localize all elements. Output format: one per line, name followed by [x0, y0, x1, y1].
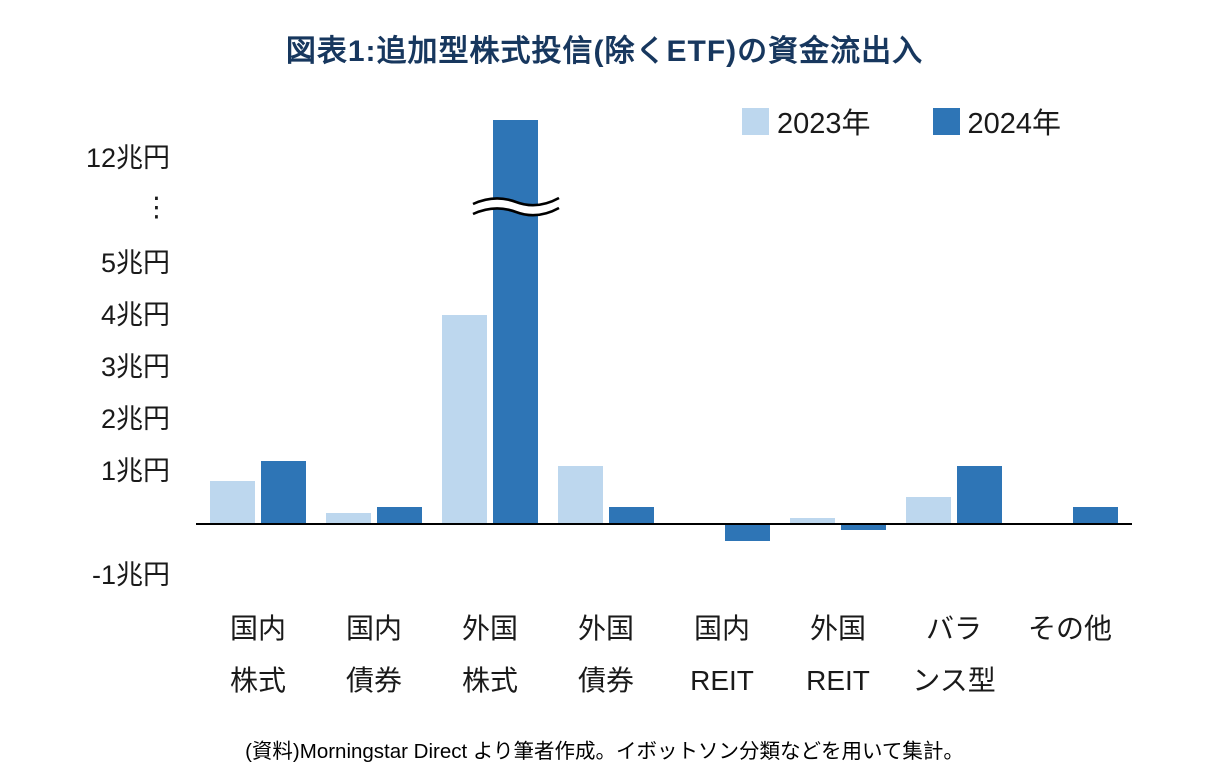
category-label-line2: ンス型 — [912, 665, 996, 696]
category-label-line1: バラ — [925, 613, 982, 644]
category-label-line2: 債券 — [345, 665, 402, 696]
y-tick-label: -1兆円 — [91, 560, 170, 590]
category-label-国内株式: 国内 株式 — [183, 603, 333, 707]
category-label-line1: 外国 — [809, 613, 866, 644]
axis-break-mark — [470, 194, 562, 225]
category-label-line1: 国内 — [345, 613, 402, 644]
bar-2023年-国内債券 — [326, 512, 371, 523]
y-tick-label: 3兆円 — [100, 352, 170, 382]
bar-2023年-外国REIT — [790, 517, 835, 523]
bar-2024年-外国REIT — [841, 525, 886, 531]
category-label-line2: 株式 — [229, 665, 286, 696]
category-label-外国株式: 外国 株式 — [415, 603, 565, 707]
y-tick-label: ⋮ — [143, 192, 170, 222]
bar-2024年-外国株式 — [493, 120, 538, 523]
category-label-line2: REIT — [690, 665, 754, 696]
y-tick-label: 2兆円 — [100, 404, 170, 434]
y-tick-label: 4兆円 — [100, 300, 170, 330]
legend-swatch-2024 — [932, 107, 960, 135]
legend: 2023年 2024年 — [742, 100, 1061, 142]
chart-title: 図表1:追加型株式投信(除くETF)の資金流出入 — [285, 35, 924, 68]
bar-2023年-国内株式 — [210, 481, 255, 523]
bar-2023年-バランス型 — [906, 497, 951, 523]
source-note: (資料)Morningstar Direct より筆者作成。イボットソン分類など… — [245, 740, 964, 763]
category-label-国内REIT: 国内 REIT — [647, 603, 797, 707]
bar-2024年-国内債券 — [377, 507, 422, 523]
category-label-line2: 株式 — [461, 665, 518, 696]
bar-2024年-その他 — [1073, 507, 1118, 523]
bar-2024年-国内株式 — [261, 460, 306, 523]
axis-break-icon — [470, 196, 562, 217]
category-label-line1: 国内 — [693, 613, 750, 644]
y-tick-label: 12兆円 — [85, 143, 170, 173]
legend-item-2023: 2023年 — [742, 100, 871, 142]
category-label-line1: 外国 — [461, 613, 518, 644]
category-label-line1: 外国 — [577, 613, 634, 644]
y-tick-label: 1兆円 — [100, 456, 170, 486]
bar-2023年-外国債券 — [558, 465, 603, 523]
category-label-外国債券: 外国 債券 — [531, 603, 681, 707]
category-label-line2: 債券 — [577, 665, 634, 696]
bar-2024年-外国債券 — [609, 507, 654, 523]
bar-2023年-外国株式 — [442, 315, 487, 523]
category-label-line1: その他 — [1027, 613, 1112, 644]
category-label-line2: REIT — [806, 665, 870, 696]
legend-swatch-2023 — [742, 107, 769, 135]
legend-label-2024: 2024年 — [967, 108, 1062, 140]
category-label-その他: その他 — [995, 603, 1145, 655]
legend-label-2023: 2023年 — [777, 108, 871, 140]
category-label-国内債券: 国内 債券 — [299, 603, 449, 707]
legend-item-2024: 2024年 — [932, 100, 1062, 142]
x-axis-line — [196, 523, 1132, 525]
bar-2024年-バランス型 — [957, 465, 1002, 523]
bar-2024年-国内REIT — [725, 525, 770, 541]
category-label-バランス型: バラ ンス型 — [879, 603, 1029, 707]
y-tick-label: 5兆円 — [100, 248, 170, 278]
category-label-line1: 国内 — [229, 613, 286, 644]
category-label-外国REIT: 外国 REIT — [763, 603, 913, 707]
